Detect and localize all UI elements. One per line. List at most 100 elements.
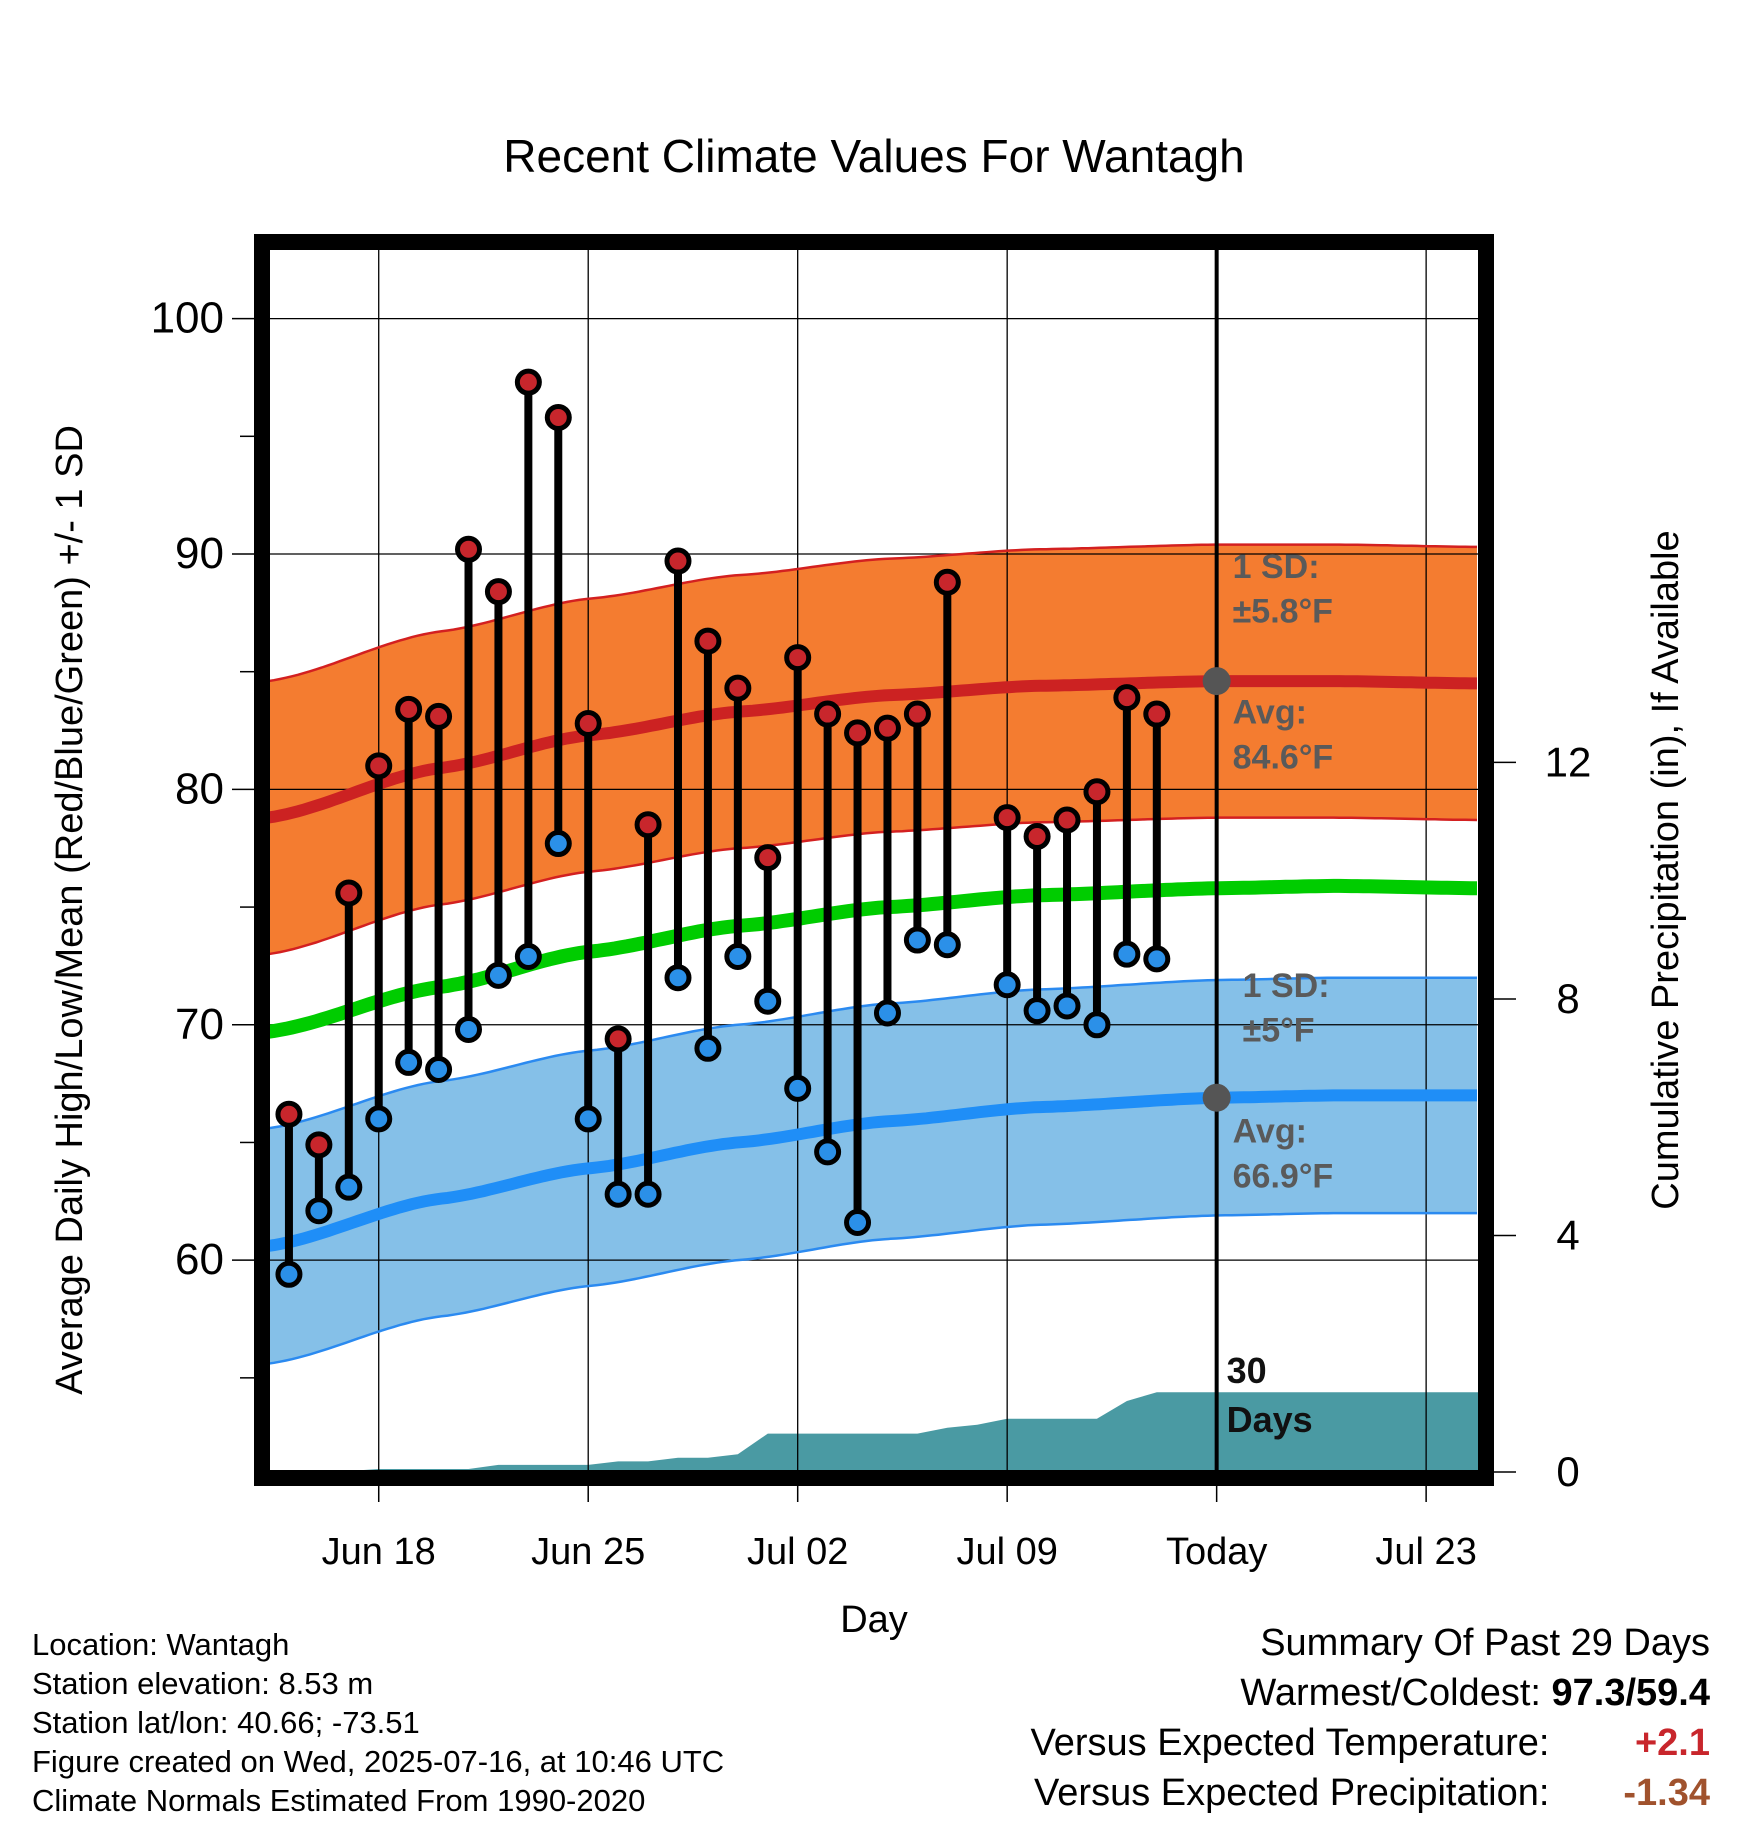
x-tick-label: Jul 02: [747, 1531, 848, 1573]
high-point: [305, 1131, 333, 1159]
high-point: [544, 403, 572, 431]
plot-border: [254, 234, 1494, 1486]
temp-label: Versus Expected Temperature:: [1030, 1722, 1550, 1764]
high-sd-value: ±5.8°F: [1233, 592, 1333, 630]
high-point: [574, 709, 602, 737]
low-point: [784, 1074, 812, 1102]
low-point: [395, 1048, 423, 1076]
axes: 60 70 80 90 100 0 4 8 12 Jun 18 Jun 25 Jul 02 Jul 09…: [151, 294, 1592, 1573]
precip-area: [268, 1392, 1480, 1472]
days-label-count: 30: [1227, 1350, 1267, 1391]
low-point: [724, 943, 752, 971]
low-point: [933, 931, 961, 959]
y-tick-label: 100: [151, 294, 224, 343]
low-avg-label: Avg:: [1233, 1113, 1307, 1151]
annotations: 1 SD: ±5.8°F Avg: 84.6°F 1 SD: ±5°F Avg: 66.9°F…: [1202, 548, 1334, 1440]
low-avg-value: 66.9°F: [1233, 1157, 1334, 1195]
high-point: [634, 811, 662, 839]
high-point: [425, 702, 453, 730]
low-point: [664, 964, 692, 992]
avg-low-line: [267, 1089, 1477, 1252]
today-low-marker: [1202, 1083, 1231, 1112]
high-point: [1143, 700, 1171, 728]
y-axis-label: Average Daily High/Low/Mean (Red/Blue/Gr…: [49, 425, 91, 1395]
location-text: Location: Wantagh: [32, 1627, 290, 1662]
high-point: [365, 752, 393, 780]
low-point: [814, 1138, 842, 1166]
high-point: [754, 844, 782, 872]
precip-value: -1.34: [1623, 1772, 1710, 1814]
low-sd-upper: [267, 976, 1477, 1130]
high-point: [395, 695, 423, 723]
low-point: [634, 1180, 662, 1208]
summary-temp-row: Versus Expected Temperature: +2.1: [1031, 1718, 1710, 1768]
high-point: [455, 535, 483, 563]
low-point: [365, 1105, 393, 1133]
chart-title: Recent Climate Values For Wantagh: [503, 130, 1244, 182]
high-point: [514, 368, 542, 396]
x-tick-label: Jul 23: [1375, 1531, 1476, 1573]
x-tick-label: Today: [1166, 1531, 1267, 1573]
warm-label: Warmest/Coldest:: [1240, 1672, 1541, 1714]
y-tick-label: 80: [175, 764, 224, 813]
high-point: [335, 879, 363, 907]
low-point: [514, 943, 542, 971]
high-point: [275, 1100, 303, 1128]
x-tick-label: Jul 09: [956, 1531, 1057, 1573]
low-point: [275, 1260, 303, 1288]
high-point: [903, 700, 931, 728]
low-point: [903, 926, 931, 954]
high-point: [724, 674, 752, 702]
low-point: [694, 1034, 722, 1062]
low-point: [484, 961, 512, 989]
station-info: Location: Wantagh Station elevation: 8.5…: [32, 1625, 724, 1820]
y2-axis-label: Cumulative Precipitation (in), If Availa…: [1645, 530, 1687, 1209]
latlon-text: Station lat/lon: 40.66; -73.51: [32, 1705, 420, 1740]
summary-title: Summary Of Past 29 Days: [1260, 1622, 1710, 1664]
low-point: [1143, 945, 1171, 973]
high-point: [873, 714, 901, 742]
warm-value: 97.3/59.4: [1551, 1672, 1710, 1714]
high-avg-value: 84.6°F: [1233, 738, 1334, 776]
high-point: [1053, 806, 1081, 834]
summary-panel: Summary Of Past 29 Days Warmest/Coldest:…: [1031, 1618, 1710, 1818]
low-point: [1113, 940, 1141, 968]
y2-tick-label: 12: [1545, 738, 1592, 785]
low-point: [335, 1173, 363, 1201]
high-point: [814, 700, 842, 728]
high-point: [484, 578, 512, 606]
high-point: [694, 627, 722, 655]
x-axis-label: Day: [840, 1599, 908, 1641]
high-point: [993, 804, 1021, 832]
low-point: [544, 830, 572, 858]
x-tick-label: Jun 18: [322, 1531, 436, 1573]
high-point: [1083, 778, 1111, 806]
low-point: [873, 999, 901, 1027]
high-point: [844, 719, 872, 747]
y2-tick-label: 0: [1556, 1448, 1579, 1495]
high-point: [1023, 822, 1051, 850]
y2-tick-label: 8: [1556, 975, 1579, 1022]
low-point: [574, 1105, 602, 1133]
plot-frame: [254, 234, 1494, 1486]
low-point: [455, 1015, 483, 1043]
low-point: [844, 1208, 872, 1236]
low-point: [604, 1180, 632, 1208]
low-point: [754, 987, 782, 1015]
normals-text: Climate Normals Estimated From 1990-2020: [32, 1783, 646, 1818]
today-high-marker: [1202, 667, 1231, 696]
elevation-text: Station elevation: 8.53 m: [32, 1666, 374, 1701]
high-sd-band: [268, 544, 1477, 955]
summary-warm-row: Warmest/Coldest: 97.3/59.4: [1031, 1668, 1710, 1718]
high-point: [933, 568, 961, 596]
sd-bands: [268, 544, 1480, 1472]
low-point: [305, 1197, 333, 1225]
high-sd-label: 1 SD:: [1233, 548, 1320, 586]
created-text: Figure created on Wed, 2025-07-16, at 10…: [32, 1744, 725, 1779]
days-label-word: Days: [1227, 1399, 1313, 1440]
low-point: [993, 971, 1021, 999]
x-tick-label: Jun 25: [531, 1531, 645, 1573]
y2-tick-label: 4: [1556, 1211, 1579, 1258]
temp-value: +2.1: [1634, 1722, 1710, 1764]
